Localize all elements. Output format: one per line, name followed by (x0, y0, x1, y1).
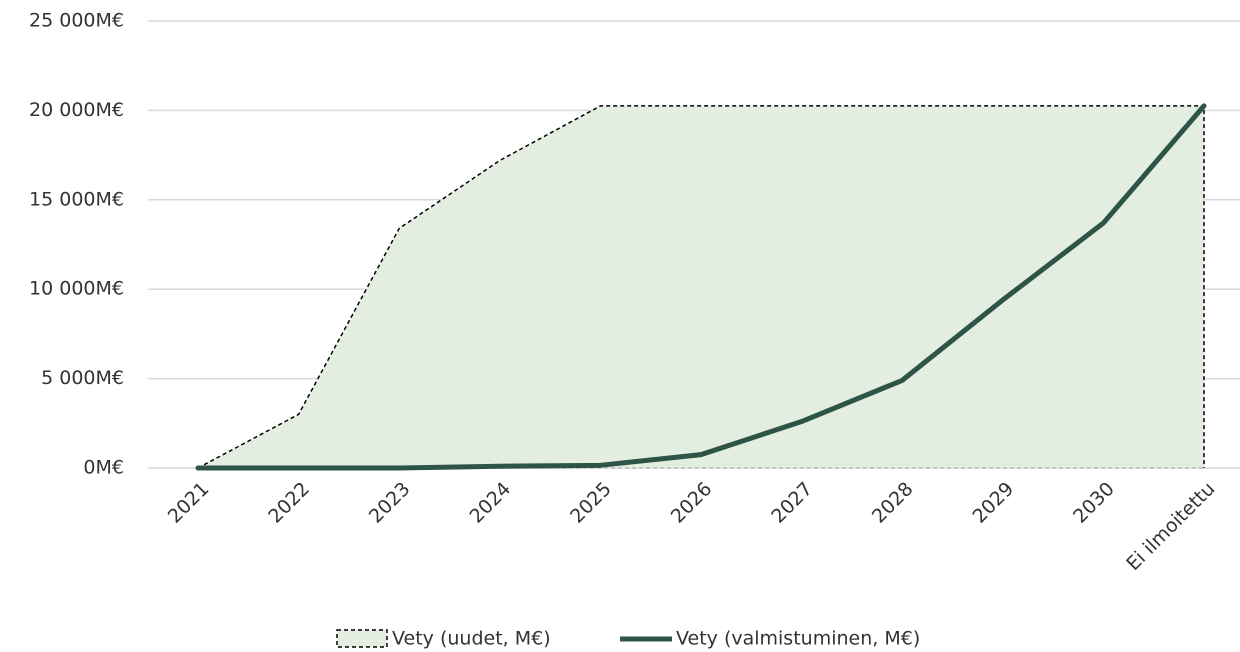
legend-label: Vety (valmistuminen, M€) (676, 628, 920, 650)
x-tick-label: 2022 (264, 478, 314, 528)
x-tick-label: 2025 (566, 478, 616, 528)
y-tick-label: 10 000M€ (29, 278, 124, 300)
x-tick-label: 2026 (667, 478, 717, 528)
y-tick-label: 5 000M€ (41, 367, 124, 389)
y-tick-label: 0M€ (83, 457, 124, 479)
x-tick-label: 2028 (868, 478, 918, 528)
y-tick-label: 15 000M€ (29, 188, 124, 210)
line (195, 103, 1207, 471)
y-tick-label: 25 000M€ (29, 10, 124, 32)
area-outline (197, 105, 1205, 469)
x-tick-label: 2030 (1069, 478, 1119, 528)
x-tick-label: 2027 (767, 478, 817, 528)
x-tick-label: 2023 (365, 478, 415, 528)
x-tick-label: Ei ilmoitettu (1122, 478, 1219, 575)
legend-label: Vety (uudet, M€) (392, 628, 551, 650)
area-fill (198, 105, 1204, 469)
x-tick-label: 2021 (164, 478, 214, 528)
legend-swatch (336, 629, 388, 648)
x-tick-label: 2029 (968, 478, 1018, 528)
x-tick-label: 2024 (465, 478, 515, 528)
y-tick-label: 20 000M€ (29, 99, 124, 121)
